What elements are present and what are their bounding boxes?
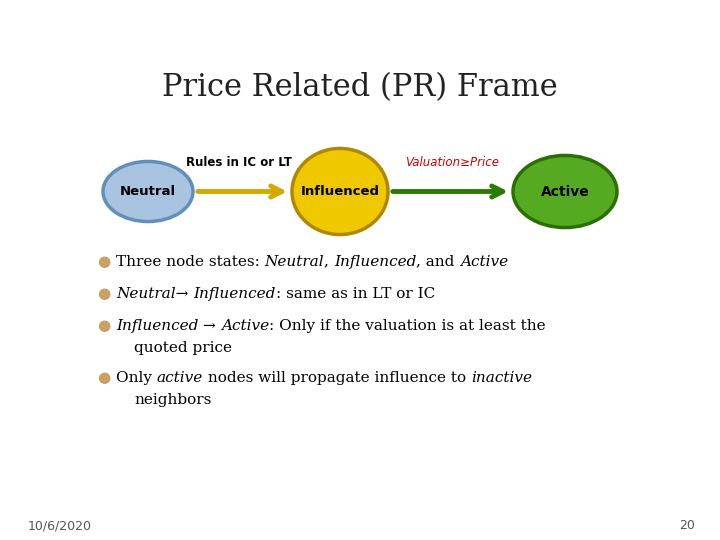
Text: Neutral→: Neutral→ (116, 287, 193, 301)
Text: Influenced: Influenced (116, 319, 203, 333)
Text: inactive: inactive (471, 371, 532, 385)
Text: Price Related (PR) Frame: Price Related (PR) Frame (162, 72, 558, 103)
FancyArrowPatch shape (393, 186, 503, 197)
Text: Influenced: Influenced (193, 287, 276, 301)
Text: →: → (203, 319, 221, 333)
Text: : same as in LT or IC: : same as in LT or IC (276, 287, 435, 301)
Ellipse shape (103, 161, 193, 221)
Text: Valuation≥Price: Valuation≥Price (405, 157, 500, 170)
Text: ERIK JONSSON SCHOOL OF ENGINEERING AND COMPUTER SCIENCE: ERIK JONSSON SCHOOL OF ENGINEERING AND C… (11, 15, 310, 23)
Text: quoted price: quoted price (134, 341, 232, 355)
Text: Influenced: Influenced (334, 254, 416, 268)
Text: Neutral: Neutral (120, 185, 176, 198)
Ellipse shape (513, 156, 617, 227)
Text: 10/6/2020: 10/6/2020 (28, 519, 92, 532)
Text: Neutral: Neutral (265, 254, 325, 268)
Text: Influenced: Influenced (300, 185, 379, 198)
Text: ,: , (325, 254, 334, 268)
Text: Active: Active (460, 254, 508, 268)
Ellipse shape (292, 148, 388, 234)
Text: ●: ● (97, 287, 110, 301)
Text: nodes will propagate influence to: nodes will propagate influence to (203, 371, 471, 385)
Text: Active: Active (221, 319, 269, 333)
Text: ↓UT DALLAS: ↓UT DALLAS (616, 19, 699, 32)
FancyArrowPatch shape (198, 186, 282, 197)
Text: ●: ● (97, 371, 110, 385)
Text: The University of Texas at Dallas: The University of Texas at Dallas (11, 28, 166, 37)
Text: ●: ● (97, 254, 110, 268)
Text: , and: , and (416, 254, 460, 268)
Text: 20: 20 (679, 519, 695, 532)
Text: Active: Active (541, 185, 590, 199)
Text: Only: Only (116, 371, 157, 385)
Text: active: active (157, 371, 203, 385)
Text: ●: ● (97, 319, 110, 333)
Text: : Only if the valuation is at least the: : Only if the valuation is at least the (269, 319, 546, 333)
Text: Rules in IC or LT: Rules in IC or LT (186, 157, 292, 170)
Text: Three node states:: Three node states: (116, 254, 265, 268)
Text: neighbors: neighbors (134, 393, 212, 407)
